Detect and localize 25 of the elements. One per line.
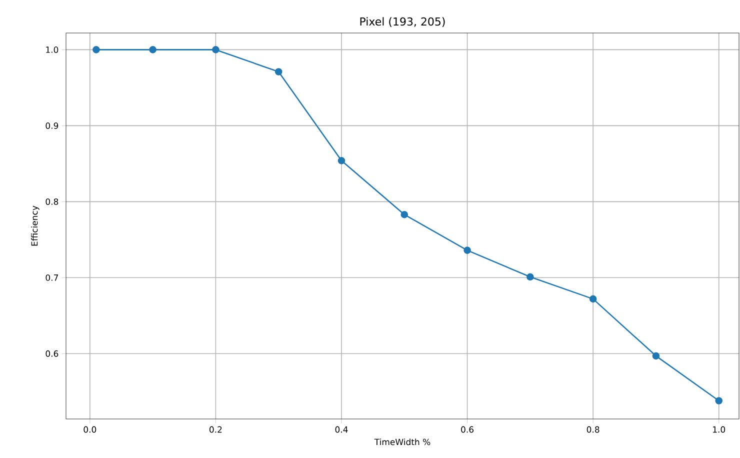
x-tick-label: 0.8 — [586, 426, 600, 433]
x-tick-label: 0.2 — [210, 426, 222, 433]
y-tick-label: 0.9 — [46, 122, 58, 129]
y-axis-title: Efficiency — [31, 206, 40, 246]
point — [274, 68, 282, 76]
point — [589, 295, 597, 303]
chart-title: Pixel (193, 205) — [360, 17, 445, 27]
x-tick-label: 0.6 — [461, 426, 474, 433]
x-tick-label: 1.0 — [713, 426, 726, 433]
y-tick-label: 0.6 — [46, 350, 58, 357]
x-tick-label: 0.0 — [84, 426, 96, 433]
x-axis-title: TimeWidth % — [374, 438, 430, 446]
point — [715, 397, 723, 404]
point — [652, 352, 660, 360]
point — [212, 46, 220, 54]
point — [400, 210, 408, 218]
point — [464, 246, 471, 254]
x-tick-label: 0.4 — [335, 426, 348, 433]
y-tick-label: 1.0 — [46, 46, 58, 53]
point — [338, 156, 346, 164]
y-tick-label: 0.8 — [46, 198, 58, 205]
point — [92, 46, 100, 54]
point — [526, 273, 534, 281]
y-tick-label: 0.7 — [46, 274, 58, 281]
point — [149, 46, 156, 54]
